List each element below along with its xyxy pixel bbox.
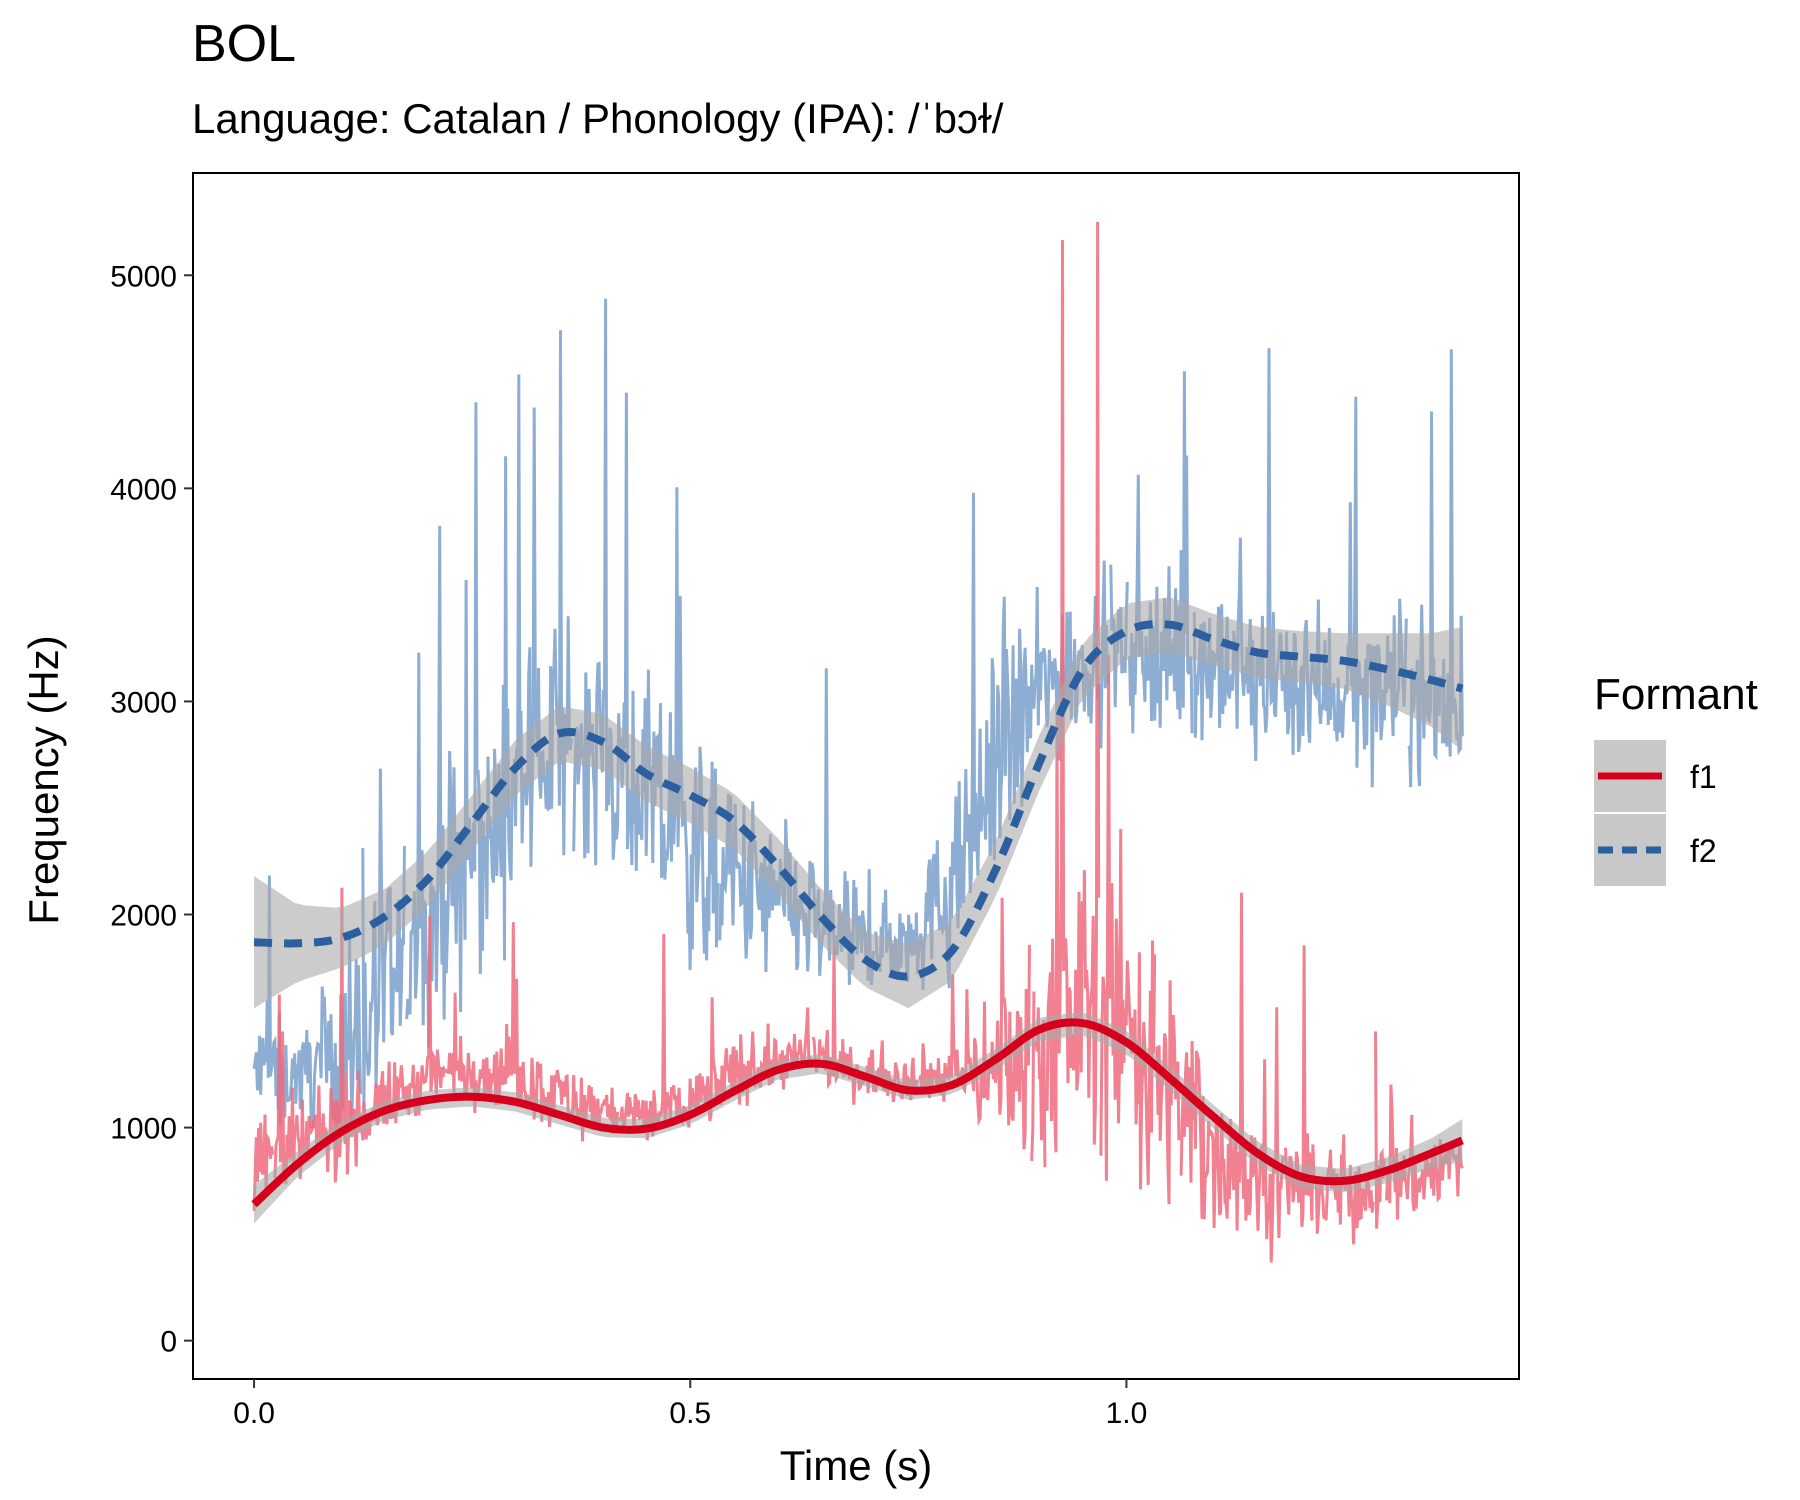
- legend: Formant f1 f2: [1594, 670, 1758, 886]
- x-tick-label: 0.5: [669, 1397, 711, 1430]
- y-tick-label: 5000: [110, 260, 177, 293]
- y-tick-label: 4000: [110, 473, 177, 506]
- y-axis-title: Frequency (Hz): [20, 635, 67, 924]
- y-tick-label: 1000: [110, 1113, 177, 1146]
- smooth-line-f2: [253, 620, 1464, 981]
- legend-label-f1: f1: [1690, 759, 1717, 795]
- y-tick-label: 0: [160, 1326, 177, 1359]
- chart-subtitle: Language: Catalan / Phonology (IPA): /ˈb…: [192, 95, 1004, 142]
- raw-trace-f2: [252, 298, 1464, 1141]
- legend-title: Formant: [1594, 670, 1758, 719]
- legend-label-f2: f2: [1690, 833, 1717, 869]
- chart-title: BOL: [192, 15, 297, 73]
- smooth-lines: [251, 620, 1464, 1208]
- y-tick-label: 2000: [110, 899, 177, 932]
- x-tick-label: 1.0: [1106, 1397, 1148, 1430]
- x-axis-title: Time (s): [780, 1442, 932, 1489]
- ribbon-f2: [254, 597, 1463, 1009]
- x-tick-label: 0.0: [233, 1397, 275, 1430]
- y-tick-label: 3000: [110, 686, 177, 719]
- plot-panel-border: [192, 172, 1520, 1380]
- axes: 0 1000 2000 3000 4000 5000 0.0 0.5 1.0: [110, 260, 1147, 1430]
- smooth-line-f1: [251, 1018, 1464, 1208]
